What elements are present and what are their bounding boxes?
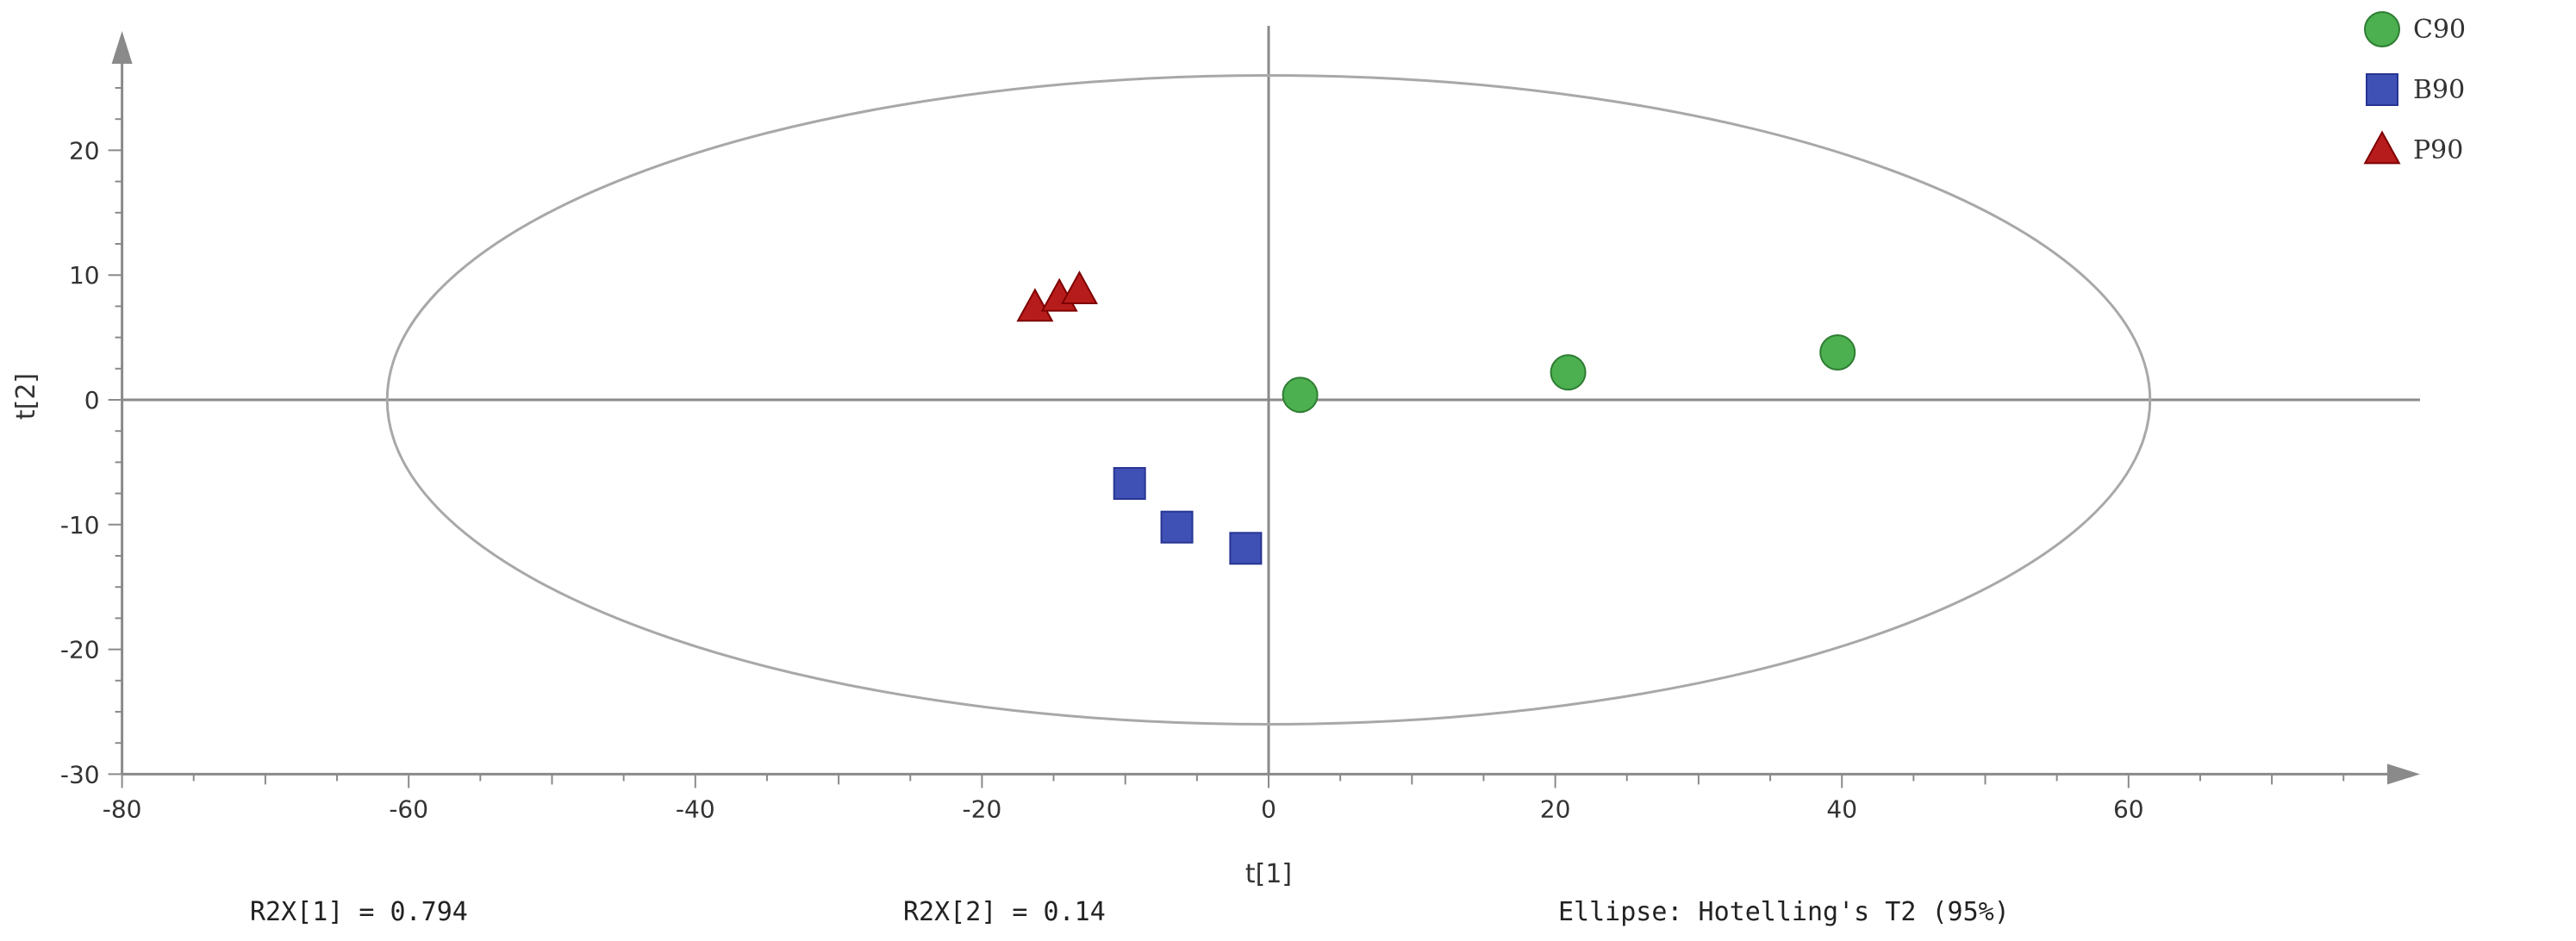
x-tick-label: -20 [963,795,1002,823]
y-tick-label: 10 [69,261,100,290]
x-axis-arrow [2387,763,2420,785]
p90-point [1016,288,1054,322]
legend-label: C90 [2413,15,2466,45]
x-axis-ticks: -80 -60 -40 -20 0 20 40 60 [103,774,2345,823]
zero-lines [122,26,2420,775]
series-c90 [1282,333,1856,414]
legend: C90 B90 P90 [2363,11,2466,165]
legend-marker-c90 [2364,11,2400,47]
legend-item-c90: C90 [2364,11,2466,47]
y-tick-label: 20 [69,136,100,165]
y-axis-title: t[2] [11,373,41,420]
y-axis-arrow [111,31,133,64]
x-axis-title: t[1] [1245,859,1292,889]
legend-marker-b90 [2366,73,2398,106]
r2x2-annotation: R2X[2] = 0.14 [903,897,1106,927]
data-points [1016,270,1856,565]
series-p90 [1016,270,1098,322]
hotelling-ellipse [385,74,2152,726]
x-tick-label: 0 [1261,795,1276,823]
b90-point [1113,467,1146,501]
y-tick-label: -20 [60,636,100,664]
x-tick-label: 40 [1826,795,1857,823]
y-tick-label: -10 [60,511,100,539]
r2x1-annotation: R2X[1] = 0.794 [250,897,468,927]
b90-point [1160,510,1194,544]
b90-point [1229,532,1263,565]
hotelling-ellipse-layer [385,74,2152,726]
x-tick-label: 60 [2113,795,2144,823]
p90-point [1060,270,1098,304]
x-tick-label: -80 [103,795,142,823]
legend-marker-p90 [2363,130,2401,165]
x-tick-label: -60 [389,795,428,823]
legend-label: B90 [2413,75,2465,105]
c90-point [1819,333,1856,371]
legend-item-p90: P90 [2363,130,2463,165]
ellipse-annotation: Ellipse: Hotelling's T2 (95%) [1558,897,2010,927]
y-tick-label: -30 [60,760,100,788]
x-tick-label: 20 [1540,795,1571,823]
legend-label: P90 [2413,135,2463,165]
c90-point [1550,354,1587,391]
y-axis-ticks: -30 -20 -10 0 10 20 [60,87,122,788]
axes [111,31,2420,785]
series-b90 [1113,467,1263,565]
x-tick-label: -40 [676,795,715,823]
c90-point [1282,377,1319,414]
y-tick-label: 0 [84,386,100,414]
legend-item-b90: B90 [2366,73,2465,106]
